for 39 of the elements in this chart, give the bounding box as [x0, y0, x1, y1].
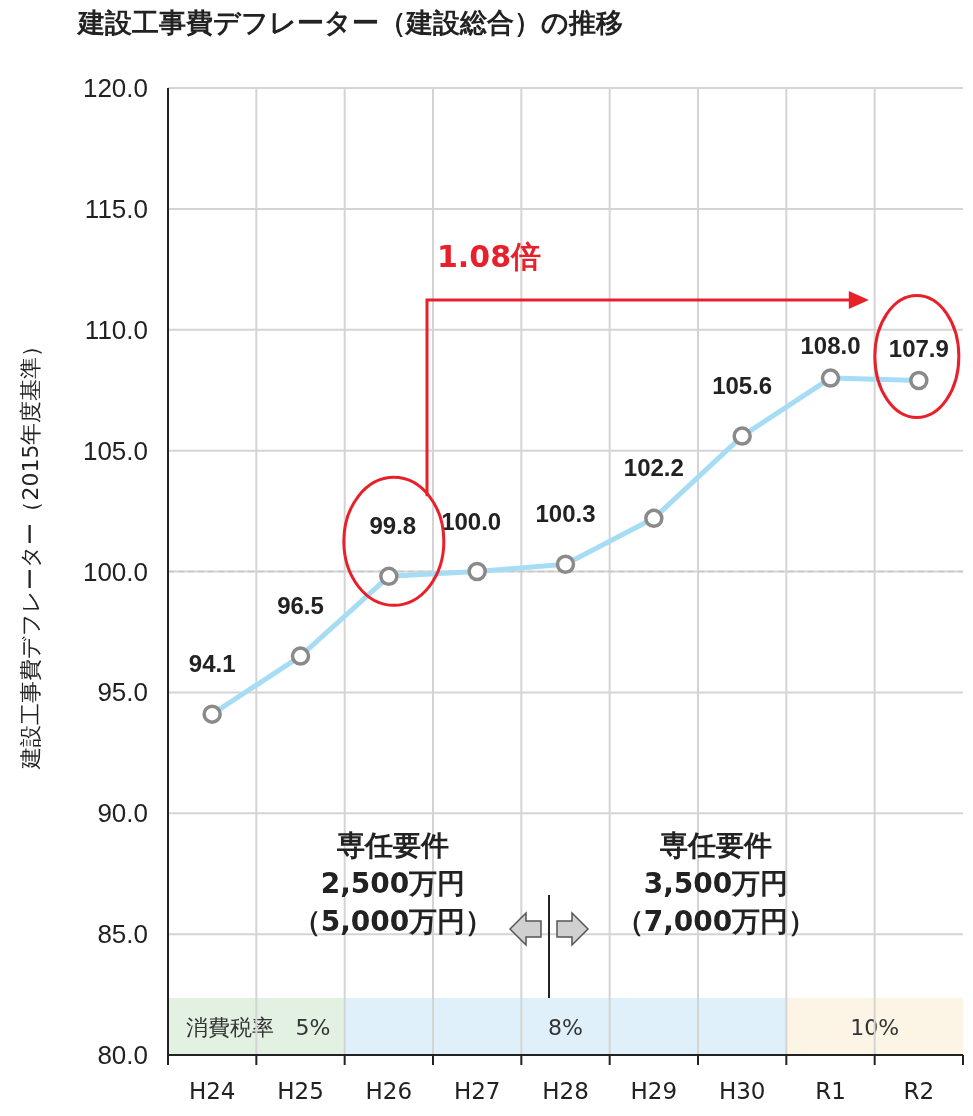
x-tick-label: H30 — [718, 1078, 766, 1104]
data-label: 100.0 — [441, 507, 502, 535]
x-tick-label: H25 — [277, 1078, 324, 1104]
x-tick-label: H28 — [542, 1078, 589, 1104]
annotation: 専任要件 — [659, 829, 772, 862]
x-tick-label: R2 — [903, 1078, 935, 1104]
annotation: 1.08倍 — [436, 239, 542, 274]
x-tick-label: H26 — [365, 1078, 413, 1104]
x-tick-label: H27 — [453, 1078, 501, 1104]
x-tick-label: R1 — [815, 1078, 846, 1104]
y-tick-label: 115.0 — [84, 193, 148, 224]
y-tick-label: 90.0 — [97, 798, 148, 829]
y-tick-label: 85.0 — [97, 919, 148, 950]
data-label: 99.8 — [369, 512, 417, 540]
data-label: 102.2 — [623, 454, 684, 482]
data-label: 100.3 — [535, 500, 596, 528]
annotation: 2,500万円 — [320, 867, 466, 900]
y-tick-label: 105.0 — [82, 435, 148, 466]
band-label: 8% — [548, 1015, 583, 1040]
x-tick-label: H24 — [188, 1078, 236, 1104]
data-label: 94.1 — [188, 650, 236, 678]
x-tick-label: H29 — [630, 1078, 678, 1104]
y-tick-label: 110.0 — [84, 314, 148, 345]
y-tick-label: 100.0 — [82, 556, 148, 587]
chart-title: 建設工事費デフレーター（建設総合）の推移 — [76, 7, 623, 38]
data-label: 105.6 — [712, 372, 773, 400]
y-axis-title: 建設工事費デフレーター（2015年度基準） — [18, 334, 43, 770]
data-label: 96.5 — [277, 592, 324, 620]
annotation: （7,000万円） — [615, 905, 817, 938]
y-tick-label: 120.0 — [82, 73, 148, 104]
annotation: 3,500万円 — [643, 867, 789, 900]
data-label: 108.0 — [800, 332, 861, 360]
band-label: 10% — [850, 1015, 900, 1040]
y-tick-label: 80.0 — [97, 1040, 148, 1071]
annotation: （5,000万円） — [292, 905, 494, 938]
data-label: 107.9 — [888, 334, 949, 362]
band-label: 消費税率 5% — [185, 1015, 331, 1040]
annotation: 専任要件 — [336, 829, 449, 862]
y-tick-label: 95.0 — [97, 677, 148, 708]
